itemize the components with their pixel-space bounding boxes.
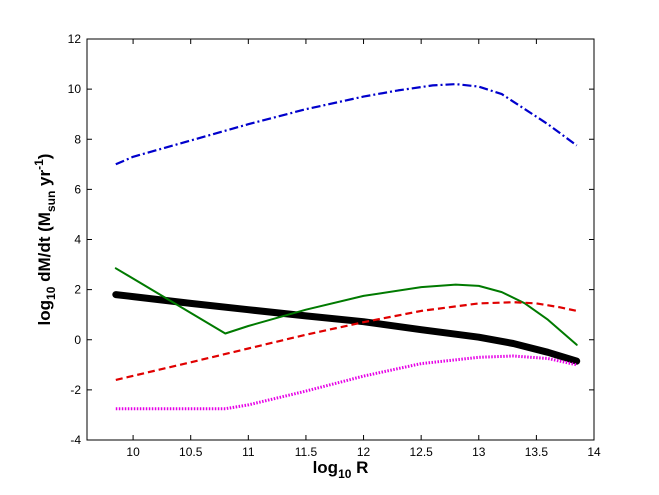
y-tick-label: 12 [68, 32, 82, 46]
y-tick-label: 2 [74, 283, 81, 297]
y-tick-label: 8 [74, 132, 81, 146]
x-axis-title-base: log [313, 458, 339, 477]
x-tick-label: 13.5 [525, 445, 549, 459]
x-axis-title-rest: R [351, 458, 368, 477]
x-tick-label: 10.5 [179, 445, 203, 459]
x-axis-title-sub: 10 [338, 467, 352, 481]
x-tick-label: 12 [357, 445, 371, 459]
y-axis-title: log10 dM/dt (Msun yr-1) [32, 154, 58, 326]
x-tick-label: 11 [242, 445, 255, 459]
series-line-3 [114, 267, 578, 346]
y-tick-label: 6 [74, 182, 81, 196]
y-axis-title-sub2: sun [44, 191, 58, 212]
y-axis-title-sub1: 10 [44, 286, 58, 300]
series-line-1 [115, 82, 578, 166]
x-tick-label: 12.5 [409, 445, 433, 459]
x-axis-title: log10 R [313, 458, 369, 481]
series-line-5 [115, 354, 578, 411]
y-tick-label: -4 [70, 433, 81, 447]
x-tick-label: 11.5 [295, 445, 318, 459]
y-axis-title-sup: -1 [32, 159, 46, 170]
y-tick-label: 0 [74, 333, 81, 347]
x-tick-label: 14 [587, 445, 601, 459]
y-tick-label: 10 [68, 82, 82, 96]
x-tick-label: 10 [126, 445, 140, 459]
y-axis-title-base: log [35, 300, 54, 326]
x-tick-label: 13 [472, 445, 486, 459]
y-axis-title-mid: dM/dt (M [35, 212, 54, 287]
series-line-4 [115, 301, 577, 381]
y-tick-label: -2 [70, 383, 81, 397]
y-axis-title-end: ) [35, 154, 54, 160]
tick-layer: 10 10.5 11 11.5 12 12.5 13 13.5 14 -4 -2 0 2 4 6 8 10 12 [68, 32, 601, 459]
series-layer [112, 82, 581, 411]
y-axis-title-mid2: yr [35, 169, 54, 190]
y-tick-label: 4 [74, 233, 81, 247]
